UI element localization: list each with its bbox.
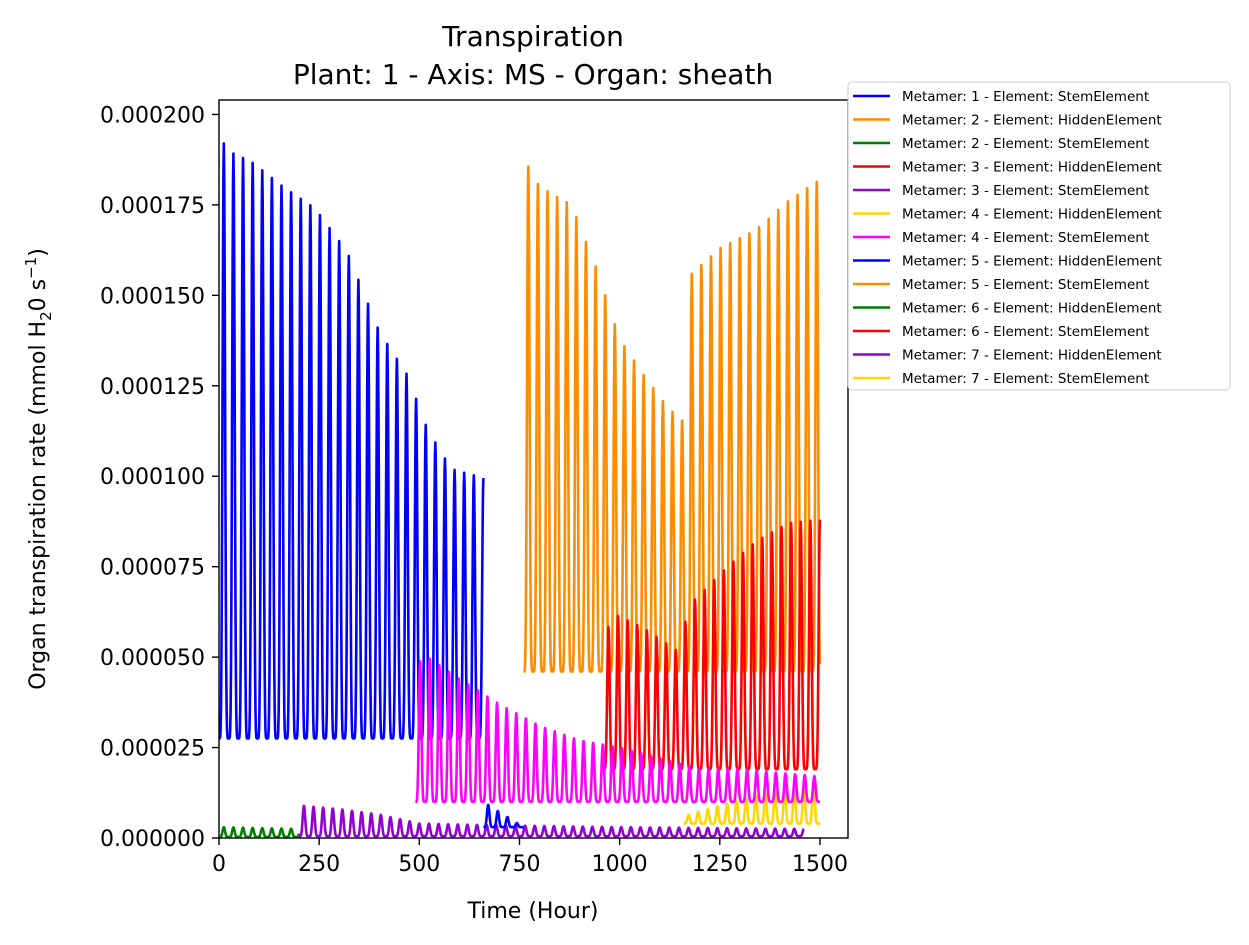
y-tick-label: 0.000175	[100, 194, 205, 219]
x-tick-label: 1000	[592, 852, 648, 877]
legend-label: Metamer: 4 - Element: StemElement	[902, 230, 1149, 246]
y-tick-label: 0.000200	[100, 103, 205, 128]
y-axis-label-sup: −1	[22, 257, 40, 279]
x-tick-label: 500	[398, 852, 440, 877]
series-line-5	[298, 804, 805, 838]
series-line-3	[219, 825, 301, 838]
x-axis: 0 250 500 750 1000 1250 1500	[212, 838, 848, 877]
y-tick-label: 0.000025	[100, 737, 205, 762]
legend-label: Metamer: 6 - Element: HiddenElement	[902, 301, 1162, 317]
series-line-1	[219, 142, 485, 740]
y-tick-label: 0.000150	[100, 284, 205, 309]
legend-label: Metamer: 2 - Element: HiddenElement	[902, 113, 1162, 129]
y-tick-label: 0.000000	[100, 827, 205, 852]
x-tick-label: 0	[212, 852, 226, 877]
legend-label: Metamer: 3 - Element: StemElement	[902, 183, 1149, 199]
chart-subtitle: Plant: 1 - Axis: MS - Organ: sheath	[293, 58, 773, 91]
legend: Metamer: 1 - Element: StemElement Metamer…	[847, 81, 1231, 391]
legend-label: Metamer: 3 - Element: HiddenElement	[902, 160, 1162, 176]
x-tick-label: 250	[298, 852, 340, 877]
legend-label: Metamer: 5 - Element: HiddenElement	[902, 254, 1162, 270]
legend-label: Metamer: 7 - Element: StemElement	[902, 371, 1149, 387]
plot-area-frame	[218, 99, 849, 839]
series-line-2	[522, 165, 822, 673]
y-tick-label: 0.000125	[100, 375, 205, 400]
legend-label: Metamer: 4 - Element: HiddenElement	[902, 207, 1162, 223]
legend-label: Metamer: 7 - Element: HiddenElement	[902, 348, 1162, 364]
x-tick-label: 750	[498, 852, 540, 877]
y-axis-label-suffix: )	[26, 248, 51, 257]
legend-label: Metamer: 2 - Element: StemElement	[902, 136, 1149, 152]
x-tick-label: 1500	[792, 852, 848, 877]
series-layer	[219, 142, 822, 838]
series-line-7	[414, 657, 821, 804]
y-tick-label: 0.000100	[100, 465, 205, 490]
y-axis-label-sub: 2	[37, 311, 55, 321]
series-line-6	[682, 781, 821, 825]
y-axis-label-mid: 0 s	[26, 279, 51, 311]
x-axis-label: Time (Hour)	[467, 899, 599, 924]
legend-label: Metamer: 6 - Element: StemElement	[902, 324, 1149, 340]
y-tick-label: 0.000075	[100, 556, 205, 581]
series-line-4	[602, 519, 822, 771]
legend-frame	[847, 81, 1231, 391]
series-line-8	[482, 803, 525, 829]
y-axis-label-prefix: Organ transpiration rate (mmol H	[26, 321, 51, 690]
y-tick-label: 0.000050	[100, 646, 205, 671]
legend-label: Metamer: 5 - Element: StemElement	[902, 277, 1149, 293]
chart-title: Transpiration	[441, 20, 624, 53]
y-axis: 0.000000 0.000025 0.000050 0.000075 0.000100…	[100, 103, 219, 852]
x-tick-label: 1250	[692, 852, 748, 877]
y-axis-label: Organ transpiration rate (mmol H20 s−1)	[22, 248, 55, 690]
legend-label: Metamer: 1 - Element: StemElement	[902, 89, 1149, 105]
